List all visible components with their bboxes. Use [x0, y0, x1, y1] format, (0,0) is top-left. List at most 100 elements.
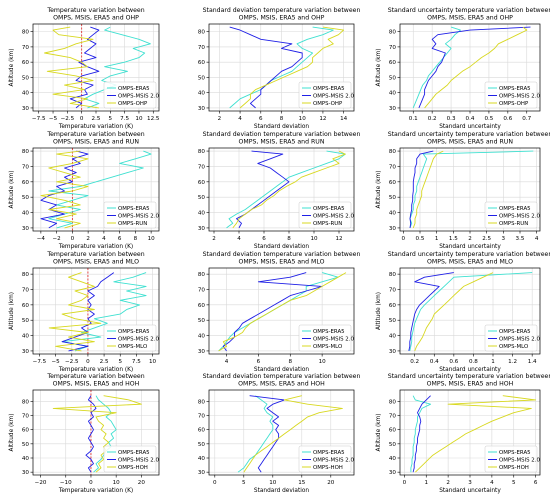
y-tick-label: 50	[198, 75, 206, 81]
x-tick-label: 0	[403, 480, 407, 486]
legend-label: OMPS-MSIS 2.0	[499, 458, 540, 464]
chart-title: Temperature variation between	[46, 373, 144, 380]
x-tick-label: 10	[113, 480, 121, 486]
chart-panel-10: −20 −10 0 10 20 30 40 50 60 70 80 Temperature varia…	[9, 373, 159, 494]
x-tick-label: −2	[53, 236, 61, 242]
x-tick-label: 0	[402, 236, 406, 242]
x-tick-label: 2.5	[92, 116, 101, 122]
x-axis-label: Standard deviation	[254, 244, 309, 250]
y-tick-label: 60	[389, 60, 397, 66]
y-tick-label: 50	[198, 195, 206, 201]
x-tick-label: 12	[335, 236, 342, 242]
y-tick-label: 60	[22, 303, 30, 309]
legend-box	[103, 324, 157, 352]
chart-title: OMPS, MSIS, ERA5 and RUN	[427, 139, 513, 146]
x-tick-label: 0	[86, 359, 90, 365]
y-tick-label: 80	[389, 149, 397, 155]
chart-title: Standard deviation temperature variation…	[203, 251, 361, 258]
chart-panel-9: 0.2 0.4 0.6 0.8 1 1.2 1.4 30 40 50 60 70 80 Standard …	[376, 251, 550, 373]
plot-frame	[208, 23, 355, 112]
y-tick-label: 70	[389, 164, 397, 170]
y-tick-label: 40	[389, 211, 397, 217]
x-axis-label: Temperature variation (K)	[58, 367, 133, 373]
x-tick-label: 5	[242, 480, 246, 486]
y-tick-label: 50	[22, 75, 30, 81]
chart-panel-11: 0 5 10 15 20 30 40 50 60 70 80 Standard deviation t…	[198, 373, 361, 494]
chart-title: Temperature variation between	[46, 7, 144, 14]
y-tick-label: 30	[22, 226, 30, 232]
x-tick-label: 12	[319, 116, 326, 122]
x-tick-label: 1.5	[449, 236, 458, 242]
x-tick-label: 7.5	[132, 359, 141, 365]
chart-panel-8: 4 6 8 10 30 40 50 60 70 80 Standard deviation temp…	[198, 251, 361, 373]
y-tick-label: 50	[198, 318, 206, 324]
chart-title: Standard deviation temperature variation…	[203, 373, 361, 380]
series-line-1	[61, 272, 147, 352]
x-tick-label: 10	[269, 480, 277, 486]
chart-panel-4: −4 −2 0 2 4 6 8 10 30 40 50 60 70 80 Temperature varia…	[9, 131, 159, 250]
x-tick-label: 2	[86, 236, 90, 242]
x-tick-label: 8	[134, 236, 138, 242]
series-line-2	[418, 26, 531, 109]
plot-frame	[32, 147, 160, 232]
legend-label: OMPS-ERA5	[499, 206, 531, 212]
y-tick-label: 30	[198, 349, 206, 355]
y-tick-label: 80	[389, 272, 397, 278]
y-tick-label: 30	[22, 470, 30, 476]
legend-label: OMPS-OHP	[499, 101, 529, 107]
x-tick-label: 8	[287, 236, 291, 242]
chart-title: Standard uncertainty temperature variati…	[388, 251, 550, 258]
legend-label: OMPS-MSIS 2.0	[499, 214, 540, 220]
chart-panel-2: 2 4 6 8 10 12 14 30 40 50 60 70 80 Standard deviation…	[198, 7, 361, 130]
series-line-1	[237, 395, 274, 473]
x-tick-label: 8	[280, 116, 284, 122]
x-tick-label: 0.5	[484, 116, 493, 122]
y-axis-label: Altitude (km)	[9, 413, 15, 451]
y-tick-label: 50	[22, 195, 30, 201]
y-tick-label: 80	[22, 30, 30, 36]
x-axis-label: Standard uncertainty	[439, 244, 501, 250]
y-tick-label: 80	[22, 272, 30, 278]
x-tick-label: 4	[102, 236, 106, 242]
x-tick-label: 2.5	[482, 236, 491, 242]
chart-panel-12: 0 1 2 3 4 5 6 30 40 50 60 70 80 Standard uncertainty …	[376, 373, 550, 494]
legend-label: OMPS-ERA5	[499, 329, 531, 335]
x-tick-label: 0.5	[416, 236, 425, 242]
plot-frame	[208, 389, 355, 476]
x-tick-label: 6	[534, 480, 538, 486]
legend-label: OMPS-MSIS 2.0	[499, 94, 540, 100]
legend-label: OMPS-MLO	[118, 344, 147, 350]
y-tick-label: 40	[22, 456, 30, 462]
x-tick-label: −2.5	[61, 116, 75, 122]
chart-title: Standard uncertainty temperature variati…	[388, 7, 550, 14]
chart-title: OMPS, MSIS, ERA5 and MLO	[427, 259, 513, 266]
legend-label: OMPS-MSIS 2.0	[499, 337, 540, 343]
chart-title: Standard deviation temperature variation…	[203, 7, 361, 14]
y-tick-label: 40	[198, 91, 206, 97]
x-axis-label: Temperature variation (K)	[58, 124, 133, 130]
series-line-1	[410, 395, 432, 473]
x-tick-label: 0.2	[410, 359, 419, 365]
plot-frame	[208, 147, 355, 232]
x-tick-label: 10	[310, 236, 318, 242]
x-tick-label: 5	[118, 359, 122, 365]
x-tick-label: 10	[149, 359, 157, 365]
x-axis-label: Standard uncertainty	[439, 367, 501, 373]
legend-label: OMPS-ERA5	[499, 450, 531, 456]
chart-panel-5: 2 4 6 8 10 12 30 40 50 60 70 80 Standard deviation t…	[198, 131, 361, 250]
y-tick-label: 30	[389, 226, 397, 232]
chart-title: OMPS, MSIS, ERA5 and HOH	[53, 381, 140, 388]
y-tick-label: 80	[22, 399, 30, 405]
y-tick-label: 30	[389, 470, 397, 476]
y-tick-label: 60	[389, 303, 397, 309]
legend-box	[298, 81, 352, 109]
y-tick-label: 70	[22, 164, 30, 170]
x-tick-label: 0.6	[503, 116, 512, 122]
x-tick-label: 7.5	[120, 116, 129, 122]
